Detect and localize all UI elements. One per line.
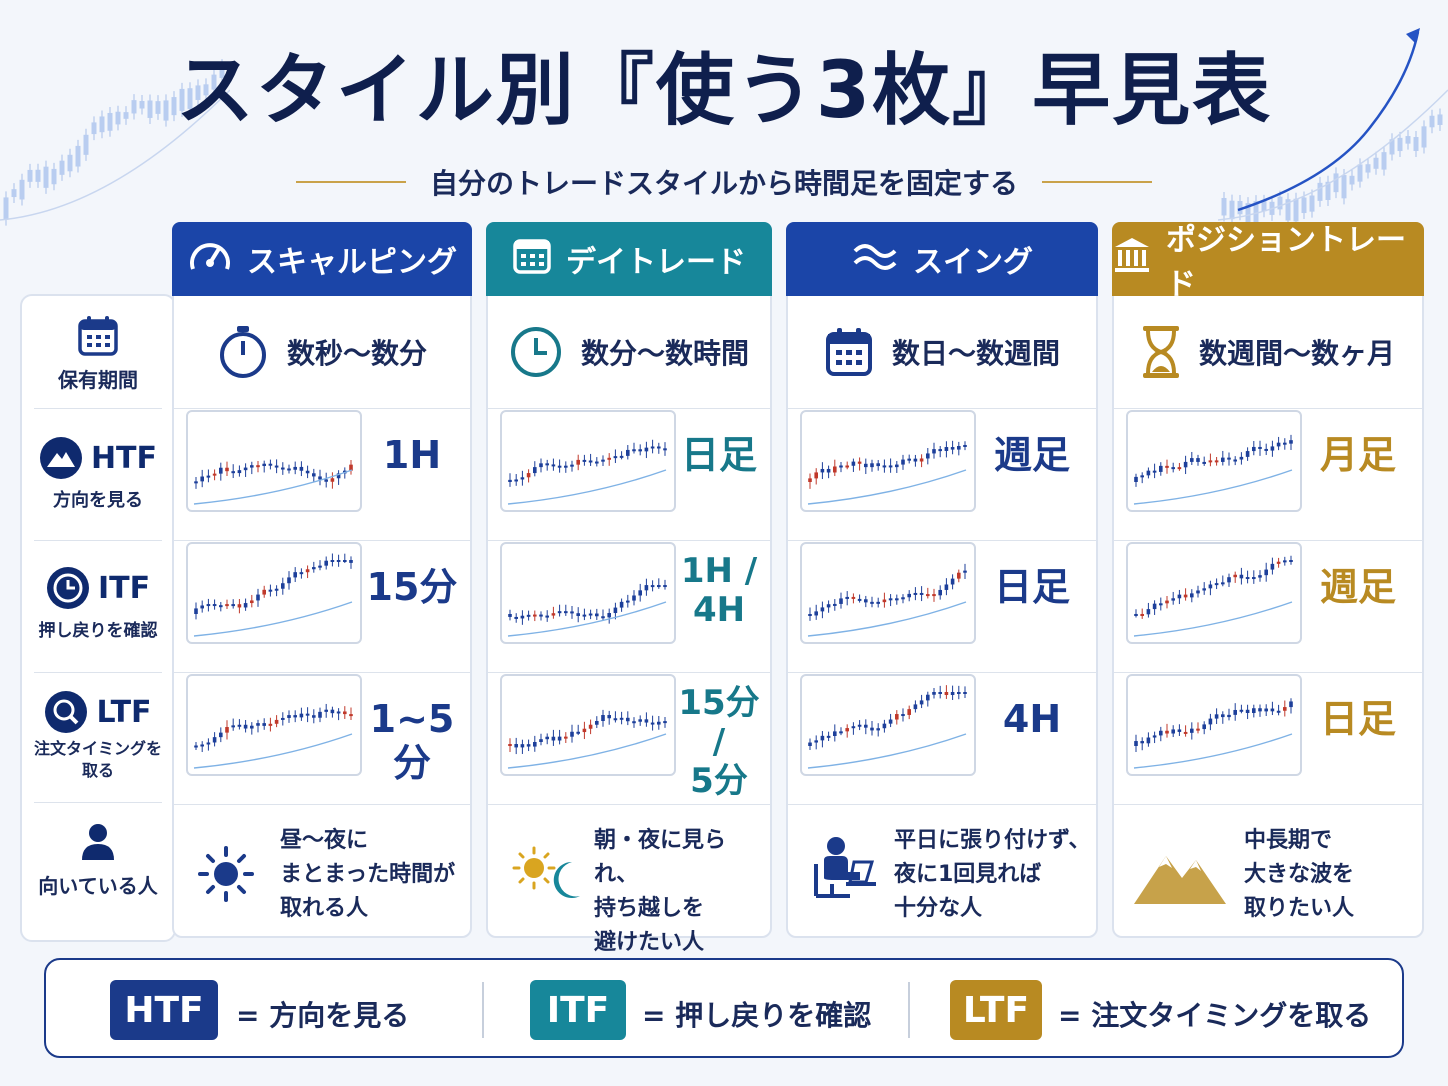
target-user: 中長期で 大きな波を 取りたい人 xyxy=(1114,810,1422,940)
ltf-timeframe: 15分 / 5分 xyxy=(678,683,760,802)
itf-mini-chart xyxy=(800,542,976,644)
period-label: 保有期間 xyxy=(58,368,138,392)
htf-mini-chart xyxy=(1126,410,1302,512)
row-label-who: 向いている人 xyxy=(22,822,174,899)
legend-badge-ltf: LTF xyxy=(950,980,1042,1040)
target-user-text: 昼～夜に まとまった時間が 取れる人 xyxy=(280,828,456,921)
htf-timeframe: 月足 xyxy=(1319,433,1396,477)
style-column: ポジショントレード数週間～数ヶ月月足週足日足 中長期で 大きな波を 取りたい人 xyxy=(1112,222,1424,938)
person-desk-icon xyxy=(810,834,880,908)
calendar-icon xyxy=(78,316,118,356)
target-user-text: 平日に張り付けず、 夜に1回見れば 十分な人 xyxy=(894,828,1091,921)
period-value: 数週間～数ヶ月 xyxy=(1198,337,1395,370)
target-user: 朝・夜に見られ、 持ち越しを 避けたい人 xyxy=(488,810,770,955)
style-header: デイトレード xyxy=(486,222,772,296)
bank-icon xyxy=(1112,235,1152,283)
period-value: 数日～数週間 xyxy=(891,337,1060,370)
period-value: 数分～数時間 xyxy=(580,337,749,370)
mountain-icon xyxy=(39,437,82,479)
holding-period: 数週間～数ヶ月 xyxy=(1114,296,1422,408)
htf-mini-chart xyxy=(500,410,676,512)
holding-period: 数秒～数分 xyxy=(174,296,470,408)
htf-timeframe: 日足 xyxy=(680,433,757,477)
legend-box: HTF = 方向を見る ITF = 押し戻りを確認 LTF = 注文タイミングを… xyxy=(44,958,1404,1058)
holding-period: 数日～数週間 xyxy=(788,296,1096,408)
itf-timeframe: 週足 xyxy=(1319,565,1396,609)
style-header: スキャルピング xyxy=(172,222,472,296)
style-name: ポジショントレード xyxy=(1166,223,1406,302)
ltf-mini-chart xyxy=(1126,674,1302,776)
title-suffix: 早見表 xyxy=(1032,46,1273,136)
clock-icon xyxy=(46,567,89,609)
ltf-mini-chart xyxy=(186,674,362,776)
comparison-table: 保有期間 HTF 方向を見る ITF 押し戻りを確認 LTF 注文タイミングを … xyxy=(20,222,1424,955)
row-label-ltf: LTF 注文タイミングを 取る xyxy=(22,690,174,782)
subtitle-row: 自分のトレードスタイルから時間足を固定する xyxy=(0,162,1448,202)
legend-text-htf: = 方向を見る xyxy=(236,999,410,1032)
style-column: スキャルピング数秒～数分 1H 15分 1~5分 昼～夜に まとまった時間が 取れる人 xyxy=(172,222,472,938)
htf-timeframe: 1H xyxy=(382,433,442,477)
row-label-period: 保有期間 xyxy=(22,314,174,393)
page-title: スタイル別『使う3枚』早見表 xyxy=(0,52,1448,130)
row-label-itf: ITF 押し戻りを確認 xyxy=(22,566,174,641)
title-highlight: 『使う3枚』 xyxy=(575,46,1033,136)
target-user-text: 中長期で 大きな波を 取りたい人 xyxy=(1244,828,1355,921)
holding-period: 数分～数時間 xyxy=(488,296,770,408)
style-header: ポジショントレード xyxy=(1112,222,1424,302)
htf-timeframe: 週足 xyxy=(993,433,1070,477)
mountain-icon xyxy=(1132,844,1228,910)
ltf-mini-chart xyxy=(500,674,676,776)
style-column: デイトレード数分～数時間日足 1H / 4H 15分 / 5分 朝・夜に見られ、 持… xyxy=(486,222,772,955)
legend-text-ltf: = 注文タイミングを取る xyxy=(1058,999,1372,1032)
arrow-up-icon xyxy=(1406,28,1420,44)
itf-timeframe: 日足 xyxy=(993,565,1070,609)
sun-moon-icon xyxy=(510,844,590,908)
divider-left xyxy=(295,181,406,183)
style-name: スキャルピング xyxy=(247,245,457,280)
ltf-timeframe: 4H xyxy=(1002,697,1062,741)
itf-timeframe: 15分 xyxy=(366,565,458,609)
subtitle: 自分のトレードスタイルから時間足を固定する xyxy=(429,167,1018,200)
style-name: デイトレード xyxy=(566,245,746,280)
ltf-timeframe: 日足 xyxy=(1319,697,1396,741)
legend-text-itf: = 押し戻りを確認 xyxy=(642,999,872,1032)
itf-mini-chart xyxy=(186,542,362,644)
target-user: 昼～夜に まとまった時間が 取れる人 xyxy=(174,810,470,940)
calendar-icon xyxy=(512,235,552,283)
divider-right xyxy=(1042,181,1152,183)
row-label-htf: HTF 方向を見る xyxy=(22,436,174,512)
legend-badge-htf: HTF xyxy=(110,980,218,1040)
background-chart-left xyxy=(0,59,230,226)
stopwatch-icon xyxy=(219,326,266,378)
wave-icon xyxy=(851,237,899,281)
period-value: 数秒～数分 xyxy=(286,337,427,370)
htf-mini-chart xyxy=(186,410,362,512)
legend-divider xyxy=(482,982,484,1038)
sun-icon xyxy=(196,844,256,908)
speedometer-icon xyxy=(187,235,233,283)
itf-mini-chart xyxy=(500,542,676,644)
style-header: スイング xyxy=(786,222,1098,296)
hourglass-icon xyxy=(1142,326,1179,378)
person-icon xyxy=(82,824,114,860)
magnifier-icon xyxy=(45,691,88,733)
itf-timeframe: 1H / 4H xyxy=(680,551,758,631)
target-user: 平日に張り付けず、 夜に1回見れば 十分な人 xyxy=(788,810,1096,940)
style-name: スイング xyxy=(913,245,1033,280)
legend-badge-itf: ITF xyxy=(530,980,626,1040)
style-column: スイング数日～数週間週足日足 4H 平日に張り付けず、 夜に1回見れば 十分な人 xyxy=(786,222,1098,938)
htf-mini-chart xyxy=(800,410,976,512)
legend-divider xyxy=(908,982,910,1038)
itf-mini-chart xyxy=(1126,542,1302,644)
row-label-column: 保有期間 HTF 方向を見る ITF 押し戻りを確認 LTF 注文タイミングを … xyxy=(20,294,176,942)
ltf-timeframe: 1~5分 xyxy=(369,697,455,785)
target-user-text: 朝・夜に見られ、 持ち越しを 避けたい人 xyxy=(594,828,727,955)
clock-icon xyxy=(510,327,561,377)
background-chart-right xyxy=(1218,28,1448,229)
ltf-mini-chart xyxy=(800,674,976,776)
title-prefix: スタイル別 xyxy=(175,46,576,136)
calendar-icon xyxy=(825,328,872,376)
